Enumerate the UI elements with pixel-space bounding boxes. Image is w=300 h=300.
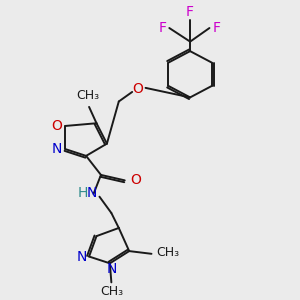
Text: N: N (52, 142, 62, 156)
Text: F: F (212, 21, 220, 35)
Text: F: F (158, 21, 166, 35)
Text: N: N (76, 250, 87, 263)
Text: CH₃: CH₃ (156, 246, 179, 259)
Text: CH₃: CH₃ (100, 285, 123, 298)
Text: CH₃: CH₃ (76, 89, 99, 102)
Text: O: O (52, 119, 62, 133)
Text: F: F (186, 4, 194, 19)
Text: O: O (131, 173, 142, 188)
Text: H: H (78, 186, 88, 200)
Text: O: O (133, 82, 143, 96)
Text: N: N (106, 262, 116, 276)
Text: N: N (87, 186, 97, 200)
